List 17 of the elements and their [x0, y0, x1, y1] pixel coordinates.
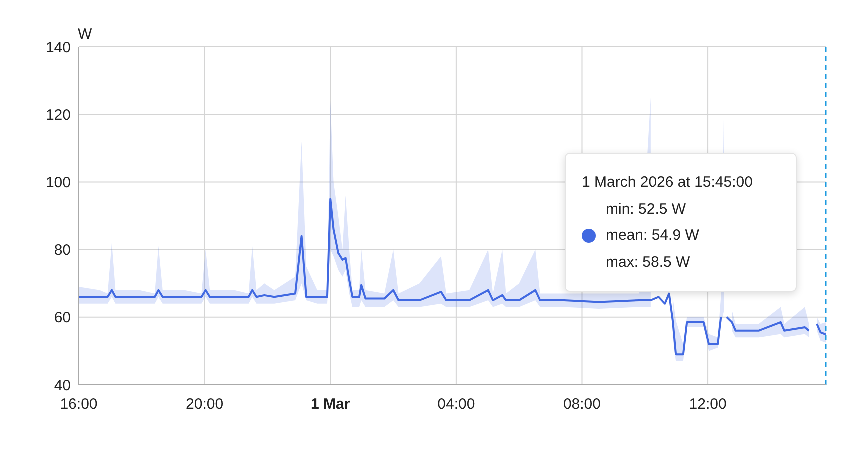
annotation: min: 52.5 W — [606, 200, 686, 218]
y-axis-title: W — [78, 26, 92, 43]
x-tick-label: 12:00 — [689, 396, 727, 413]
y-tick-label: 80 — [54, 242, 71, 260]
x-tick-label: 08:00 — [563, 396, 602, 413]
y-tick-label: 100 — [46, 174, 71, 192]
x-tick-label: 04:00 — [438, 396, 476, 413]
x-tick-label: 20:00 — [186, 396, 224, 413]
annotation: mean: 54.9 W — [606, 227, 700, 244]
annotation: max: 58.5 W — [606, 254, 690, 270]
x-tick-label: 16:00 — [60, 396, 98, 413]
y-tick-label: 60 — [54, 310, 71, 327]
y-tick-label: 120 — [46, 106, 71, 124]
y-tick-label: 140 — [46, 39, 71, 56]
y-tick-label: 40 — [54, 377, 71, 394]
x-tick-label: 1 Mar — [311, 396, 350, 413]
annotation: 1 March 2026 at 15:45:00 — [582, 174, 753, 191]
